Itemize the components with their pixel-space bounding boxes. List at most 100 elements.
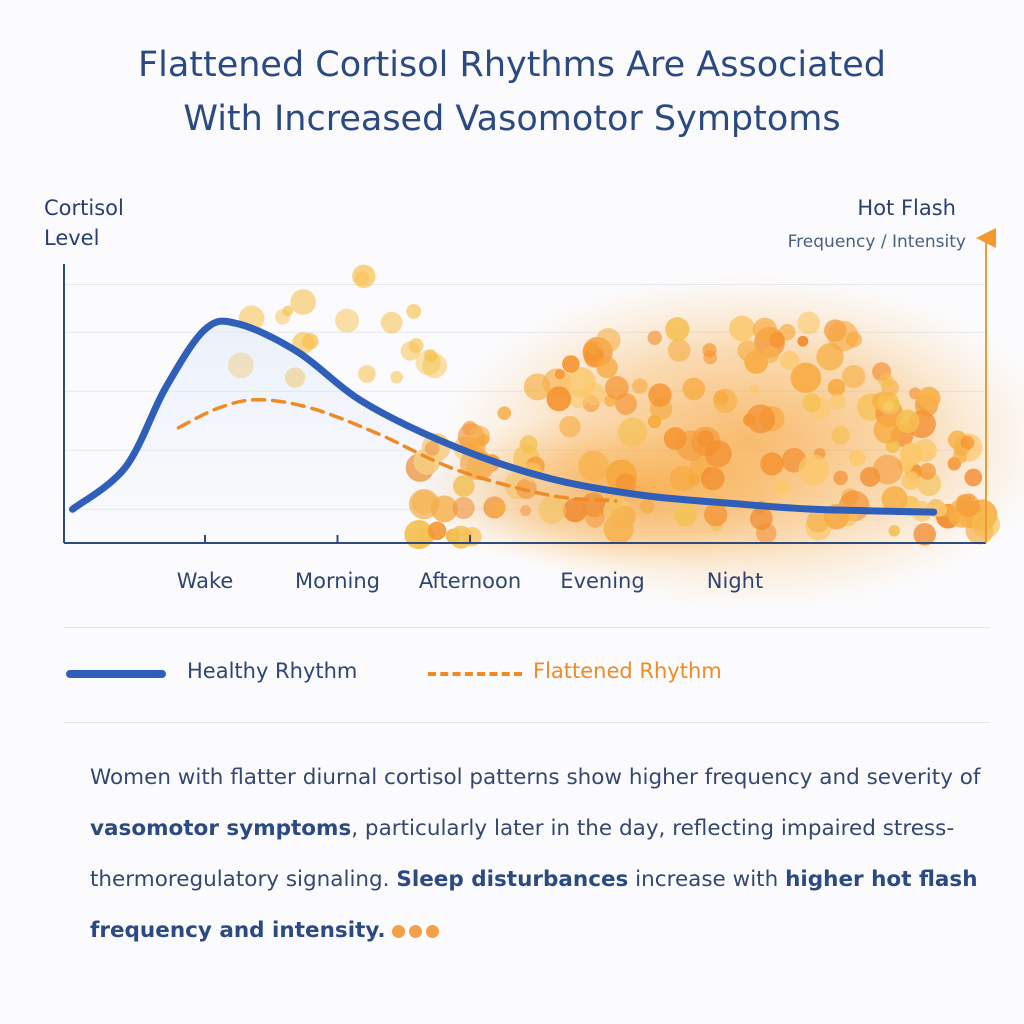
description-bold-3: higher hot flash frequency and intensity… — [90, 867, 978, 943]
hot-flash-bubble-90 — [873, 416, 902, 444]
hot-flash-bubble-62 — [797, 335, 809, 347]
divider-bottom — [64, 722, 990, 723]
legend: Healthy Rhythm Flattened Rhythm — [0, 652, 1024, 696]
flattened-rhythm-line — [176, 397, 618, 503]
hot-flash-bubble-177 — [554, 369, 566, 380]
legend-healthy-swatch — [66, 670, 166, 678]
description-text-2: , particularly later in the day, reflect… — [90, 816, 955, 892]
hot-flash-bubble-154 — [780, 351, 800, 371]
hot-flash-bubble-94 — [713, 390, 729, 406]
hot-flash-bubble-99 — [746, 404, 776, 434]
healthy-rhythm-line — [69, 317, 938, 516]
hot-flash-bubble-118 — [648, 383, 672, 407]
hot-flash-bubble-137 — [878, 373, 894, 389]
chart-plot: Wake Morning Afternoon Evening Night — [63, 228, 1024, 612]
hot-flash-bubble-58 — [647, 330, 662, 345]
hot-flash-bubble-31 — [827, 378, 846, 397]
chart-title: Flattened Cortisol Rhythms Are Associate… — [0, 38, 1024, 146]
hot-flash-bubble-170 — [546, 386, 572, 412]
hot-flash-bubble-148 — [743, 413, 757, 427]
hot-flash-bubble-131 — [702, 343, 717, 358]
hot-flash-bubble-156 — [700, 466, 725, 491]
hot-flash-bubble-187 — [896, 409, 920, 434]
hot-flash-bubble-14 — [667, 339, 691, 362]
x-tick-label-night: Night — [707, 569, 763, 593]
y-axis-right-label: Hot Flash — [857, 196, 956, 220]
hot-flash-bubble-206 — [352, 264, 376, 288]
hot-flash-bubble-12 — [790, 362, 822, 394]
hot-flash-bubble-209 — [282, 305, 294, 317]
x-tick-label-wake: Wake — [177, 569, 234, 593]
hot-flash-bubble-21 — [632, 378, 648, 394]
hot-flash-bubble-160 — [872, 454, 903, 485]
hot-flash-bubble-125 — [647, 414, 662, 429]
hot-flash-bubble-49 — [523, 373, 551, 401]
hot-flash-bubble-44 — [665, 317, 690, 342]
hot-flash-bubble-127 — [773, 480, 789, 495]
healthy-rhythm-area — [72, 321, 934, 543]
hot-flash-bubble-61 — [749, 384, 760, 395]
legend-flattened-label: Flattened Rhythm — [533, 659, 722, 683]
hot-flash-bubble-59 — [831, 426, 850, 445]
description-paragraph: Women with flatter diurnal cortisol patt… — [90, 752, 1000, 957]
hot-flash-bubble-147 — [760, 452, 784, 476]
hot-flash-bubble-179 — [952, 449, 968, 464]
hot-flash-bubble-208 — [380, 311, 403, 334]
description-bold-1: vasomotor symptoms — [90, 816, 352, 841]
chart-title-line2: With Increased Vasomotor Symptoms — [183, 99, 841, 139]
hot-flash-bubble-176 — [802, 393, 822, 413]
hot-flash-bubble-112 — [956, 493, 980, 518]
hot-flash-bubble-89 — [964, 468, 983, 487]
hot-flash-bubble-185 — [960, 435, 975, 450]
hot-flash-bubble-167 — [917, 386, 941, 410]
hot-flash-bubble-173 — [682, 377, 706, 401]
hot-flash-bubble-146 — [562, 355, 580, 373]
hot-flash-bubble-150 — [919, 462, 936, 480]
hot-flash-bubble-195 — [424, 349, 438, 362]
chart-title-line1: Flattened Cortisol Rhythms Are Associate… — [137, 45, 887, 85]
hot-flash-bubble-151 — [849, 449, 866, 467]
hot-flash-bubble-102 — [737, 340, 758, 362]
ellipsis-dots-icon — [391, 906, 443, 957]
hot-flash-bubble-205 — [406, 304, 422, 319]
legend-flattened-swatch — [428, 672, 522, 676]
hot-flash-bubble-26 — [497, 406, 512, 420]
y-axis-right-sublabel: Frequency / Intensity — [787, 232, 966, 252]
hot-flash-bubble-11 — [617, 417, 648, 447]
hot-flash-bubble-207 — [390, 370, 403, 384]
divider-top — [64, 627, 990, 628]
hot-flash-bubble-199 — [290, 289, 316, 315]
hot-flash-bubble-166 — [845, 331, 862, 348]
hot-flash-bubble-37 — [729, 315, 755, 342]
hot-flash-bubble-163 — [568, 388, 589, 409]
x-tick-label-evening: Evening — [560, 569, 644, 593]
hot-flash-bubble-120 — [578, 450, 609, 482]
x-tick-label-morning: Morning — [295, 569, 380, 593]
legend-healthy-label: Healthy Rhythm — [187, 659, 358, 683]
hot-flash-bubble-152 — [704, 440, 732, 468]
description-text-3: increase with — [628, 867, 786, 892]
hot-flash-bubble-114 — [769, 332, 785, 348]
hot-flash-bubble-129 — [559, 415, 581, 438]
x-tick-label-afternoon: Afternoon — [419, 569, 521, 593]
hot-flash-bubble-158 — [596, 356, 618, 379]
hot-flash-bubble-190 — [335, 308, 360, 333]
y-axis-left-label: Cortisol Level — [44, 193, 124, 253]
hot-flash-bubble-107 — [829, 393, 846, 410]
hot-flash-bubble-181 — [675, 430, 707, 461]
description-text-1: Women with flatter diurnal cortisol patt… — [90, 765, 981, 790]
hot-flash-bubble-115 — [604, 375, 629, 400]
hot-flash-bubble-198 — [358, 365, 376, 383]
hot-flash-bubble-8 — [841, 364, 866, 389]
y-axis-left-label-line2: Level — [44, 226, 100, 250]
hot-flash-bubble-184 — [902, 472, 920, 490]
y-axis-left-label-line1: Cortisol — [44, 196, 124, 220]
hot-flash-bubble-100 — [797, 311, 821, 335]
hot-flash-bubble-186 — [883, 400, 894, 412]
hot-flash-bubble-10 — [833, 470, 848, 486]
hot-flash-bubble-162 — [669, 465, 696, 492]
hot-flash-bubble-113 — [519, 435, 538, 454]
hot-flash-bubble-178 — [762, 346, 780, 364]
hot-flash-bubble-204 — [408, 338, 424, 354]
hot-flash-bubble-155 — [798, 454, 830, 486]
